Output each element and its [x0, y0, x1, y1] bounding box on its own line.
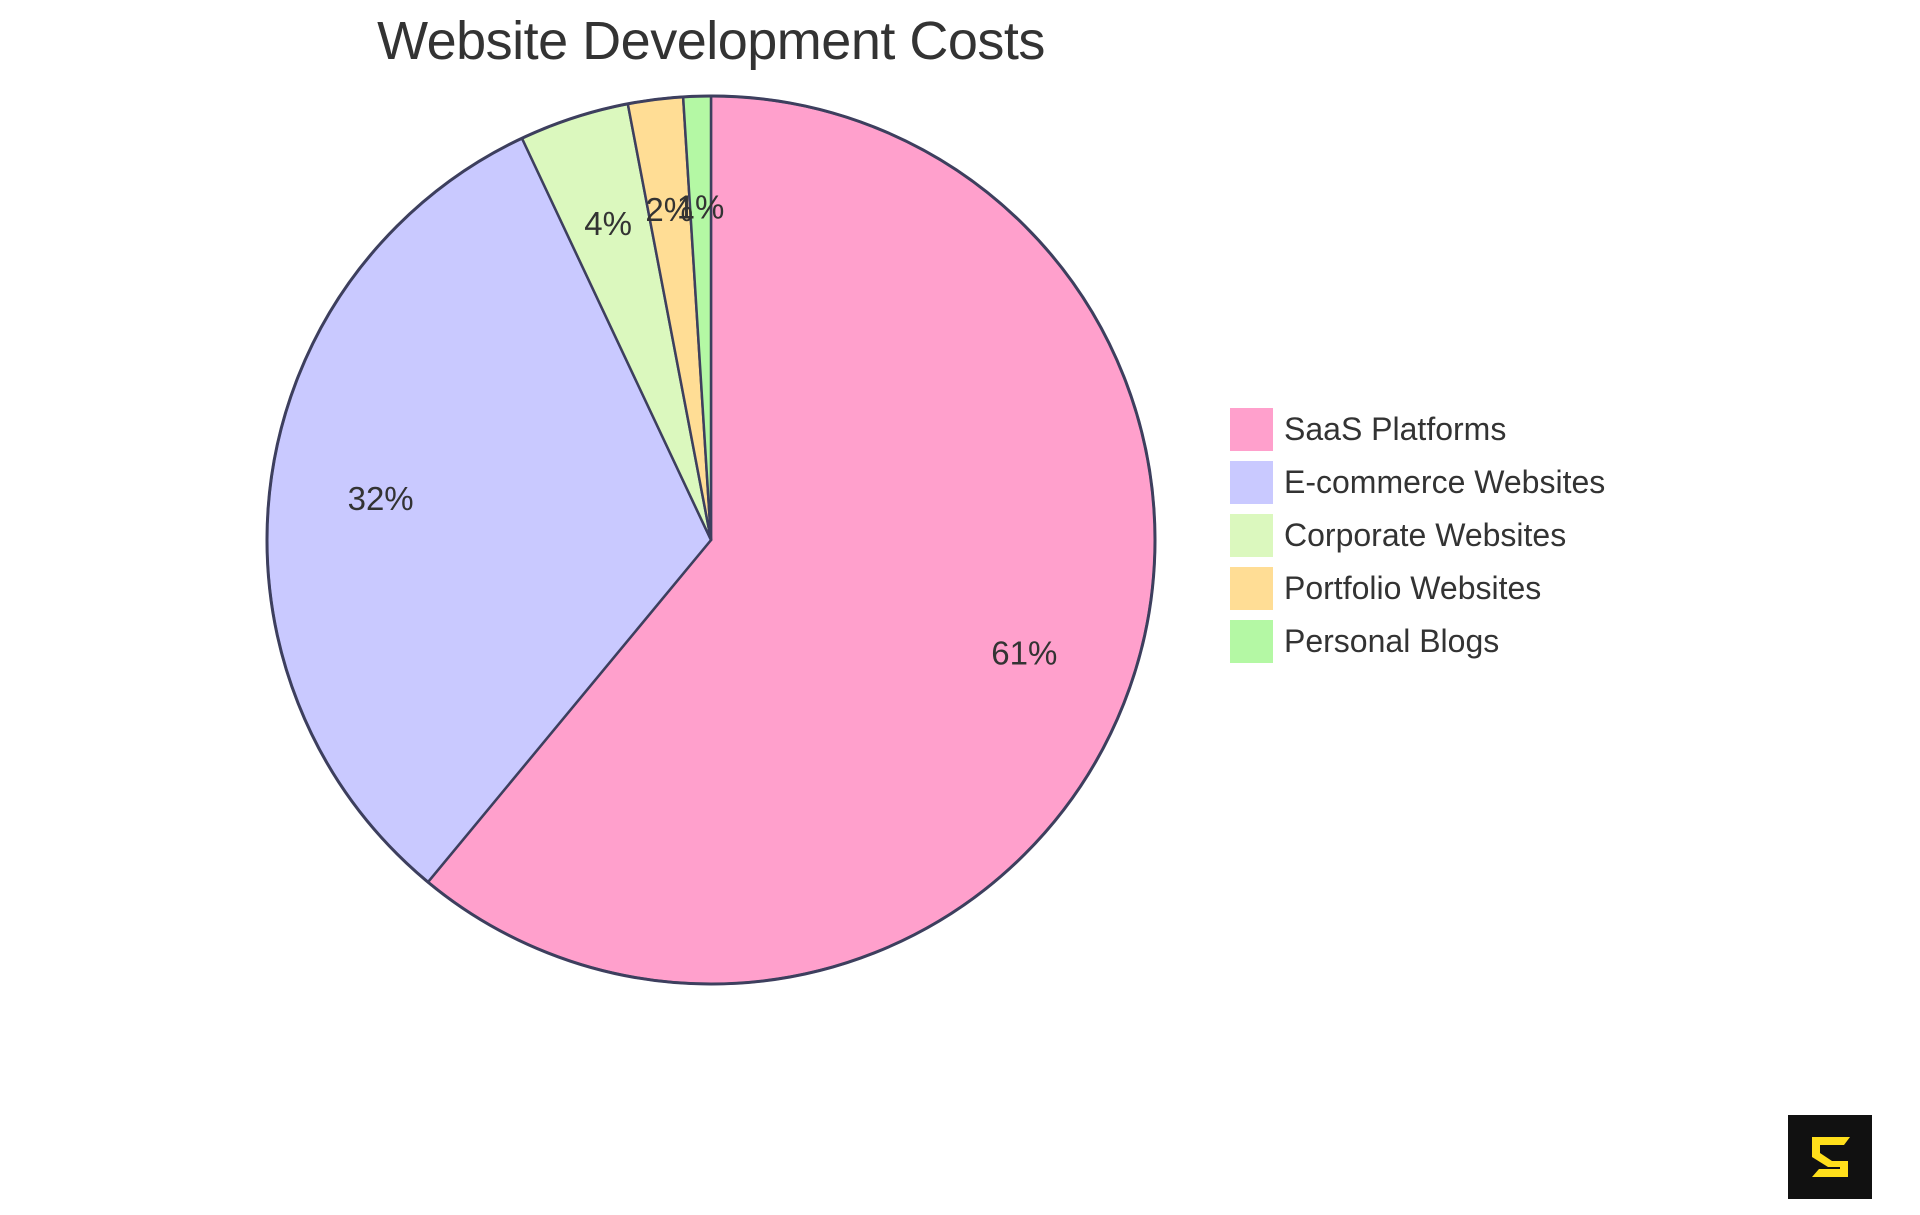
pie-slice-label: 61% [991, 634, 1057, 671]
legend-item-ecommerce-websites: E-commerce Websites [1229, 460, 1605, 513]
pie-slice-label: 32% [348, 480, 414, 517]
legend-swatch [1229, 566, 1274, 611]
brand-logo [1788, 1115, 1872, 1199]
s-logo-icon [1812, 1137, 1850, 1177]
legend: SaaS Platforms E-commerce Websites Corpo… [1229, 407, 1605, 672]
pie-slices [265, 94, 1157, 986]
legend-item-portfolio-websites: Portfolio Websites [1229, 566, 1605, 619]
legend-item-personal-blogs: Personal Blogs [1229, 619, 1605, 672]
legend-swatch [1229, 619, 1274, 664]
legend-swatch [1229, 407, 1274, 452]
pie-slice-label: 1% [677, 189, 725, 226]
legend-item-corporate-websites: Corporate Websites [1229, 513, 1605, 566]
legend-label: SaaS Platforms [1284, 411, 1507, 447]
chart-title: Website Development Costs [377, 11, 1045, 71]
legend-swatch [1229, 513, 1274, 558]
pie-slice-labels: 61% 32% 4% 2%1% [348, 189, 1058, 672]
pie-slice-label: 4% [584, 205, 632, 242]
legend-swatch [1229, 460, 1274, 505]
legend-label: Corporate Websites [1284, 517, 1567, 553]
legend-label: Personal Blogs [1284, 623, 1500, 659]
pie-slice-label: 2% [645, 191, 693, 228]
legend-label: Portfolio Websites [1284, 570, 1542, 606]
pie-outline [265, 94, 1157, 986]
legend-item-saas-platforms: SaaS Platforms [1229, 407, 1605, 460]
legend-label: E-commerce Websites [1284, 464, 1606, 500]
